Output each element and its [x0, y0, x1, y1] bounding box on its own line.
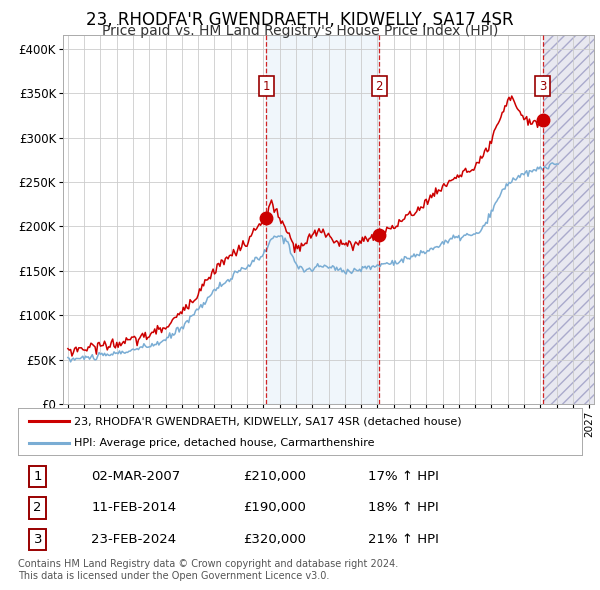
Text: 23, RHODFA'R GWENDRAETH, KIDWELLY, SA17 4SR (detached house): 23, RHODFA'R GWENDRAETH, KIDWELLY, SA17 … — [74, 416, 462, 426]
Text: 02-MAR-2007: 02-MAR-2007 — [91, 470, 181, 483]
Text: £190,000: £190,000 — [244, 502, 307, 514]
Text: 3: 3 — [539, 80, 547, 93]
Text: 3: 3 — [34, 533, 42, 546]
Text: 23-FEB-2024: 23-FEB-2024 — [91, 533, 176, 546]
Text: Price paid vs. HM Land Registry's House Price Index (HPI): Price paid vs. HM Land Registry's House … — [102, 24, 498, 38]
Bar — [542, 35, 594, 404]
Text: £210,000: £210,000 — [244, 470, 307, 483]
Text: Contains HM Land Registry data © Crown copyright and database right 2024.
This d: Contains HM Land Registry data © Crown c… — [18, 559, 398, 581]
Text: 11-FEB-2014: 11-FEB-2014 — [91, 502, 176, 514]
Text: 2: 2 — [376, 80, 383, 93]
Text: 2: 2 — [34, 502, 42, 514]
Bar — [266, 35, 379, 404]
Text: 1: 1 — [262, 80, 270, 93]
Text: 18% ↑ HPI: 18% ↑ HPI — [368, 502, 439, 514]
Text: 1: 1 — [34, 470, 42, 483]
Text: 17% ↑ HPI: 17% ↑ HPI — [368, 470, 439, 483]
Text: HPI: Average price, detached house, Carmarthenshire: HPI: Average price, detached house, Carm… — [74, 438, 375, 448]
Text: 21% ↑ HPI: 21% ↑ HPI — [368, 533, 439, 546]
Text: £320,000: £320,000 — [244, 533, 307, 546]
Text: 23, RHODFA'R GWENDRAETH, KIDWELLY, SA17 4SR: 23, RHODFA'R GWENDRAETH, KIDWELLY, SA17 … — [86, 11, 514, 29]
